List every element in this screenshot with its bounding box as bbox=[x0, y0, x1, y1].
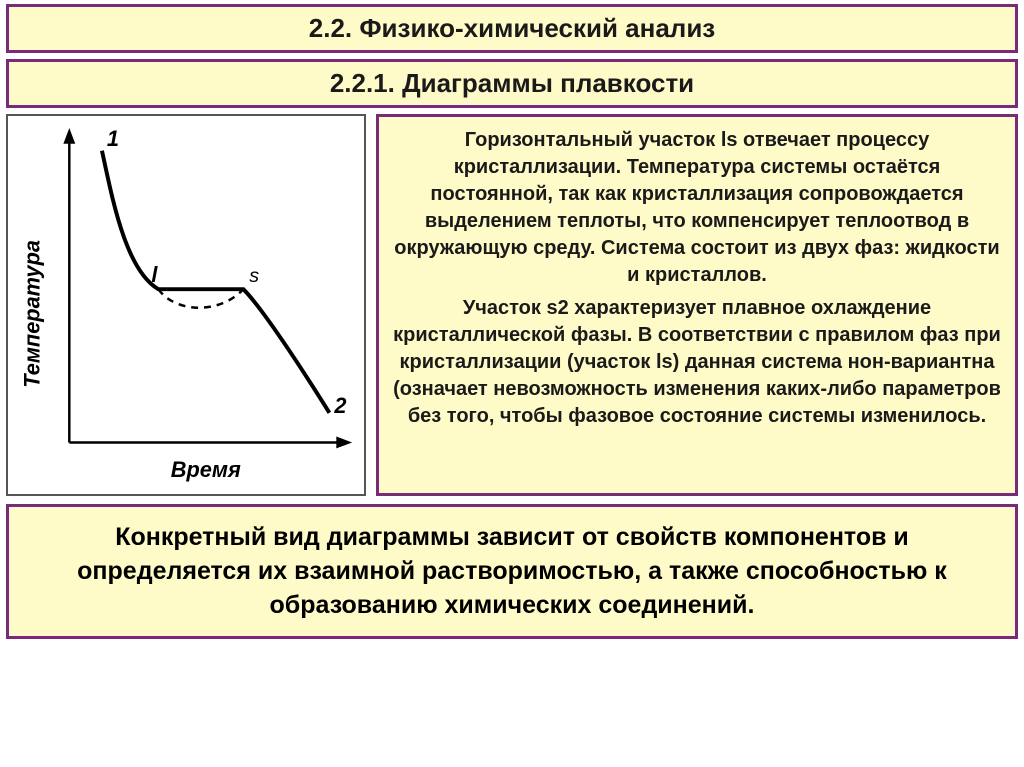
explanation-para-1: Горизонтальный участок ls отвечает проце… bbox=[393, 127, 1001, 289]
explanation-para-2: Участок s2 характеризует плавное охлажде… bbox=[393, 295, 1001, 430]
label-s: s bbox=[249, 265, 259, 287]
label-1: 1 bbox=[107, 126, 119, 151]
section-title-2: 2.2.1. Диаграммы плавкости bbox=[330, 68, 694, 98]
main-row: 1 l s 2 Время Температура Горизонтальный… bbox=[6, 114, 1018, 496]
section-header-1: 2.2. Физико-химический анализ bbox=[6, 4, 1018, 53]
cooling-curve bbox=[102, 151, 329, 413]
section-title-1: 2.2. Физико-химический анализ bbox=[309, 13, 715, 43]
undercooling-dashed bbox=[158, 289, 243, 308]
y-axis-arrow bbox=[63, 128, 75, 144]
y-axis-label: Температура bbox=[20, 240, 45, 388]
explanation-panel: Горизонтальный участок ls отвечает проце… bbox=[376, 114, 1018, 496]
label-2: 2 bbox=[333, 393, 346, 418]
cooling-curve-diagram: 1 l s 2 Время Температура bbox=[6, 114, 366, 496]
summary-panel: Конкретный вид диаграммы зависит от свой… bbox=[6, 504, 1018, 639]
x-axis-label: Время bbox=[171, 457, 241, 482]
x-axis-arrow bbox=[336, 437, 352, 449]
summary-text: Конкретный вид диаграммы зависит от свой… bbox=[77, 523, 947, 619]
label-l: l bbox=[151, 262, 158, 287]
section-header-2: 2.2.1. Диаграммы плавкости bbox=[6, 59, 1018, 108]
diagram-svg: 1 l s 2 Время Температура bbox=[8, 116, 364, 494]
